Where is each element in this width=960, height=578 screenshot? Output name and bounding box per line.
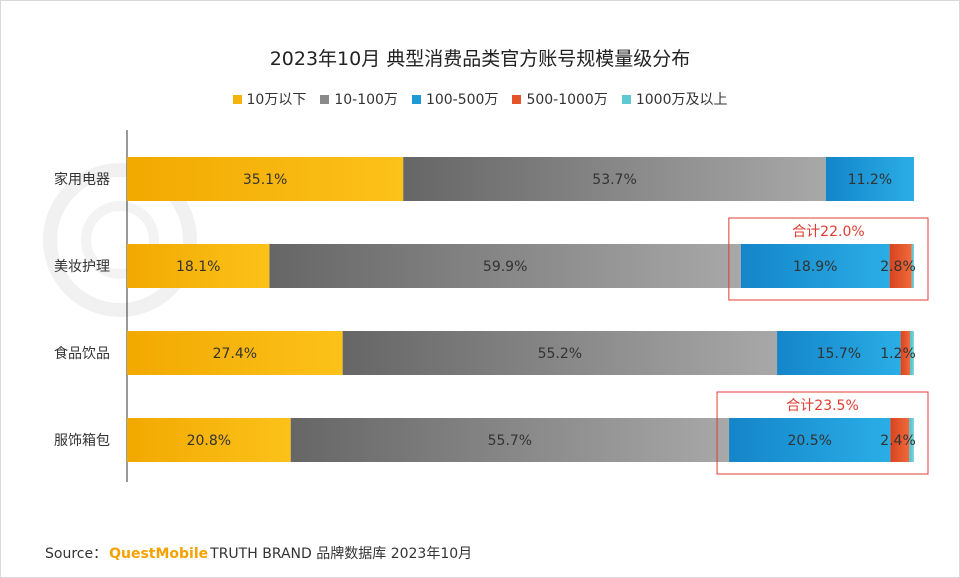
annotation-label: 合计23.5% — [786, 398, 858, 414]
legend-swatch — [232, 94, 242, 104]
annotations-group: 合计22.0% 合计23.5% — [716, 217, 929, 475]
legend-label: 1000万及以上 — [635, 92, 728, 108]
legend-swatch — [320, 94, 330, 104]
bar-segment — [290, 418, 730, 462]
bar-segment — [777, 331, 901, 375]
data-label: 55.7% — [488, 433, 532, 449]
source-prefix: Source： — [45, 546, 108, 562]
bar-segment — [127, 331, 343, 375]
data-label: 20.5% — [787, 433, 831, 449]
legend-label: 500-1000万 — [526, 92, 608, 108]
bar-segment — [269, 244, 741, 288]
data-label: 11.2% — [848, 172, 892, 188]
annotation-box — [716, 391, 929, 475]
legend-swatch — [512, 94, 522, 104]
data-label: 1.2% — [880, 346, 916, 362]
bar-segment — [909, 418, 914, 462]
bar-segment — [127, 418, 291, 462]
data-label: 2.8% — [880, 259, 916, 275]
watermark-logo — [43, 163, 197, 317]
legend-label: 10万以下 — [246, 92, 307, 108]
bar-segment — [342, 331, 778, 375]
category-label: 家用电器 — [54, 171, 110, 188]
legend-swatch — [621, 94, 631, 104]
category-label: 食品饮品 — [54, 345, 110, 362]
source-brand: QuestMobile — [109, 546, 209, 562]
legend-item-1m-5m: 100-500万 — [411, 89, 499, 109]
bar-segment — [889, 244, 912, 288]
annotation-label: 合计22.0% — [792, 224, 864, 240]
data-label: 15.7% — [817, 346, 861, 362]
category-label: 服饰箱包 — [54, 433, 110, 449]
legend-item-under-100k: 10万以下 — [232, 89, 307, 109]
bar-segment — [910, 331, 914, 375]
data-label: 20.8% — [187, 433, 231, 449]
data-label: 59.9% — [483, 259, 527, 275]
legend-item-5m-10m: 500-1000万 — [512, 89, 608, 109]
legend-label: 100-500万 — [425, 92, 499, 108]
category-label: 美妆护理 — [54, 259, 110, 275]
legend-item-100k-1m: 10-100万 — [320, 89, 398, 109]
data-label: 35.1% — [243, 172, 287, 188]
legend-item-over-10m: 1000万及以上 — [621, 89, 728, 109]
bar-segment — [900, 331, 911, 375]
data-label: 53.7% — [592, 172, 636, 188]
bar-segment — [127, 157, 404, 201]
bar-segment — [729, 418, 891, 462]
data-label: 55.2% — [538, 346, 582, 362]
source-suffix: TRUTH BRAND 品牌数据库 2023年10月 — [210, 546, 473, 562]
legend-label: 10-100万 — [334, 92, 398, 108]
bars-group: 家用电器 35.1% 53.7% 11.2% 美妆护理 18.1% 59.9% 18.9% 2.… — [54, 157, 916, 462]
source-note: Source： QuestMobile TRUTH BRAND 品牌数据库 2023… — [45, 543, 472, 563]
chart-title: 2023年10月 典型消费品类官方账号规模量级分布 — [269, 48, 691, 70]
legend: 10万以下 10-100万 100-500万 500-1000万 1000万及以… — [0, 89, 960, 109]
data-label: 18.1% — [176, 259, 220, 275]
bar-segment — [127, 244, 270, 288]
annotation-box — [728, 217, 929, 301]
bar-segment — [825, 157, 914, 201]
data-label: 27.4% — [213, 346, 257, 362]
bar-segment — [403, 157, 826, 201]
bar-segment — [890, 418, 910, 462]
bar-segment — [911, 244, 914, 288]
data-label: 2.4% — [880, 433, 916, 449]
legend-swatch — [411, 94, 421, 104]
data-label: 18.9% — [793, 259, 837, 275]
bar-segment — [740, 244, 890, 288]
